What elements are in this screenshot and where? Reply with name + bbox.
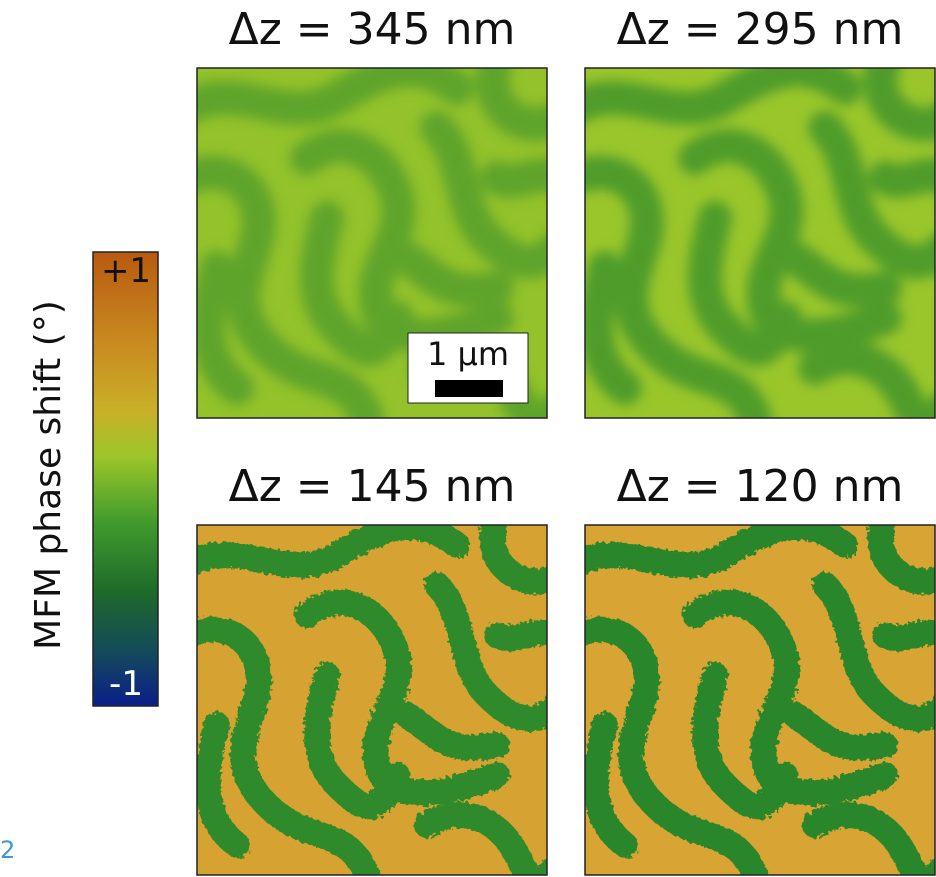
mfm-image [575, 58, 936, 426]
colorbar-max: +1 [101, 251, 151, 291]
image-content [575, 515, 936, 877]
panel-title: Δz = 120 nm [617, 461, 904, 512]
image-content [575, 58, 936, 426]
image-content [187, 515, 557, 877]
scale-bar-label: 1 µm [427, 335, 509, 373]
scale-bar-line [435, 380, 503, 397]
mfm-image [187, 515, 557, 877]
panel-title: Δz = 145 nm [229, 461, 516, 512]
panel-title: Δz = 295 nm [617, 4, 904, 55]
colorbar [93, 252, 158, 706]
figure: MFM phase shift (°) +1 -1 2 Δz = 345 nm Δ… [0, 0, 936, 877]
colorbar-min: -1 [109, 664, 143, 704]
colorbar-label: MFM phase shift (°) [28, 300, 69, 650]
panel-title: Δz = 345 nm [229, 4, 516, 55]
figure-number: 2 [0, 836, 15, 864]
mfm-image [575, 515, 936, 877]
scale-bar: 1 µm [408, 333, 528, 403]
